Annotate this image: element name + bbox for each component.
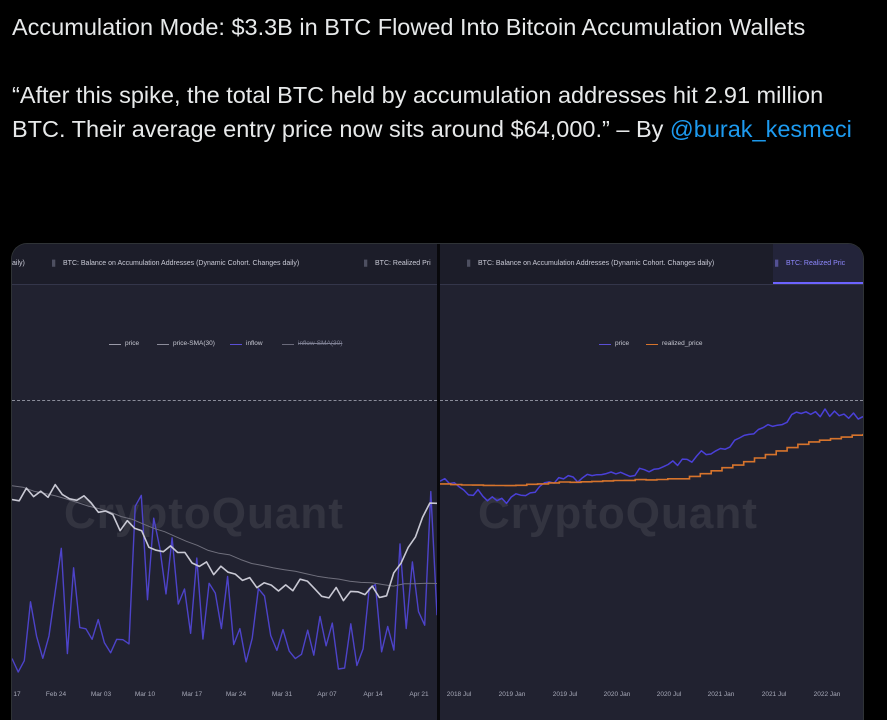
tab-label: BTC: Balance on Accumulation Addresses (… — [63, 260, 300, 267]
tab-label: aily) — [12, 260, 25, 267]
x-tick-label: 2020 Jan — [603, 691, 631, 698]
chart-icon: ⫼ — [364, 259, 368, 268]
tab-label: BTC: Realized Pric — [786, 260, 846, 267]
legend-label: inflow-SMA(30) — [298, 340, 343, 347]
legend-price[interactable]: price — [599, 340, 629, 347]
series-price-sma — [12, 485, 437, 587]
x-tick-label: Mar 17 — [181, 691, 203, 698]
left-plot-area — [12, 483, 437, 673]
tweet-text: Accumulation Mode: $3.3B in BTC Flowed I… — [12, 10, 872, 146]
legend-realized-price[interactable]: realized_price — [646, 340, 702, 347]
x-tick-label: 17 — [13, 691, 21, 698]
x-tick-label: Apr 14 — [363, 691, 383, 698]
x-tick-label: 2021 Jul — [761, 691, 787, 698]
reference-line — [440, 400, 863, 401]
left-tab-0[interactable]: aily) — [12, 244, 40, 284]
tweet-title: Accumulation Mode: $3.3B in BTC Flowed I… — [12, 14, 806, 40]
x-tick-label: Feb 24 — [45, 691, 67, 698]
watermark: CryptoQuant — [478, 489, 758, 538]
legend-label: inflow — [246, 340, 263, 347]
right-plot-area — [440, 408, 863, 505]
tab-label: BTC: Realized Pri — [375, 260, 431, 267]
tweet-media-image[interactable]: aily) ⫼ BTC: Balance on Accumulation Addr… — [11, 243, 864, 720]
right-chart-panel: ⫼ BTC: Balance on Accumulation Addresses … — [440, 244, 863, 720]
series-price — [12, 483, 437, 602]
legend-inflow[interactable]: inflow — [230, 340, 263, 347]
legend-label: price — [615, 340, 630, 347]
panel-divider — [437, 244, 440, 720]
chart-icon: ⫼ — [52, 259, 56, 268]
series-realized-price — [440, 433, 863, 487]
x-tick-label: Mar 24 — [225, 691, 247, 698]
reference-line — [12, 400, 437, 401]
chart-icon: ⫼ — [467, 259, 471, 268]
legend-inflow-sma[interactable]: inflow-SMA(30) — [282, 340, 342, 347]
legend-label: realized_price — [662, 340, 703, 347]
x-tick-label: 2018 Jul — [446, 691, 472, 698]
x-tick-label: 2021 Jan — [707, 691, 735, 698]
x-tick-label: Mar 10 — [134, 691, 156, 698]
right-tab-bar: ⫼ BTC: Balance on Accumulation Addresses … — [440, 244, 863, 285]
x-tick-label: Mar 31 — [271, 691, 293, 698]
x-tick-label: 2019 Jan — [498, 691, 526, 698]
tab-label: BTC: Balance on Accumulation Addresses (… — [478, 260, 715, 267]
left-tab-2[interactable]: ⫼ BTC: Realized Pri — [362, 244, 431, 284]
right-tab-0[interactable]: ⫼ BTC: Balance on Accumulation Addresses … — [465, 244, 714, 284]
left-tab-bar: aily) ⫼ BTC: Balance on Accumulation Addr… — [12, 244, 437, 285]
series-price — [440, 408, 863, 505]
x-tick-label: 2019 Jul — [552, 691, 578, 698]
legend-price[interactable]: price — [109, 340, 139, 347]
legend-label: price-SMA(30) — [173, 340, 215, 347]
series-inflow — [12, 490, 437, 673]
left-tab-1[interactable]: ⫼ BTC: Balance on Accumulation Addresses … — [50, 244, 299, 284]
x-tick-label: Mar 03 — [90, 691, 112, 698]
x-tick-label: 2020 Jul — [656, 691, 682, 698]
x-tick-label: 2022 Jan — [813, 691, 841, 698]
tweet-quote: “After this spike, the total BTC held by… — [12, 78, 872, 146]
chart-icon: ⫼ — [775, 259, 779, 268]
right-tab-1[interactable]: ⫼ BTC: Realized Pric — [773, 244, 863, 284]
mention-link[interactable]: @burak_kesmeci — [669, 116, 852, 142]
x-tick-label: Apr 21 — [409, 691, 429, 698]
x-tick-label: Apr 07 — [317, 691, 337, 698]
legend-label: price — [125, 340, 140, 347]
legend-price-sma[interactable]: price-SMA(30) — [157, 340, 215, 347]
quote-text: “After this spike, the total BTC held by… — [12, 82, 824, 142]
left-chart-panel: aily) ⫼ BTC: Balance on Accumulation Addr… — [12, 244, 437, 720]
